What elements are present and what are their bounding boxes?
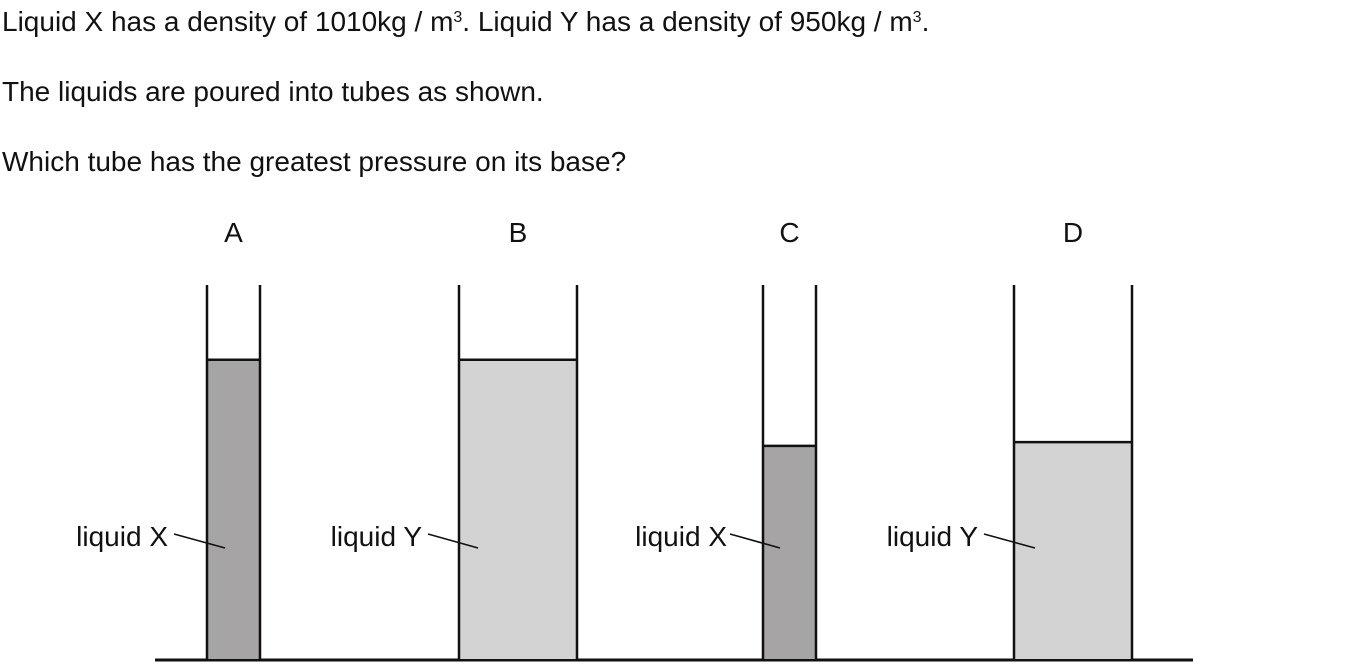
label-leader-line	[729, 533, 781, 549]
density-text-x: Liquid X has a density of 1010	[2, 6, 378, 37]
liquid-label: liquid X	[76, 521, 168, 552]
liquid-y-column	[459, 359, 577, 659]
liquid-y-column	[1014, 442, 1132, 659]
density-text-y: . Liquid Y has a density of 950	[462, 6, 837, 37]
liquid-label: liquid Y	[887, 521, 979, 552]
density-unit-y: kg / m	[836, 6, 913, 37]
tube-letter-c: C	[779, 217, 799, 248]
unit-exponent-y: 3	[912, 9, 922, 26]
density-unit-x: kg / m	[377, 6, 454, 37]
tube-letter-a: A	[224, 217, 243, 248]
label-leader-line	[427, 533, 479, 549]
question-prompt: Which tube has the greatest pressure on …	[2, 146, 627, 177]
tube-letter-d: D	[1063, 217, 1083, 248]
tube-letter-b: B	[509, 217, 528, 248]
liquid-x-column	[763, 445, 816, 659]
liquid-label: liquid X	[635, 521, 727, 552]
question-line-setup: The liquids are poured into tubes as sho…	[2, 76, 544, 107]
label-leader-line	[983, 533, 1036, 549]
sentence-end: .	[921, 6, 930, 37]
liquid-label: liquid Y	[331, 521, 423, 552]
unit-exponent-x: 3	[453, 9, 463, 26]
liquid-x-column	[207, 359, 260, 659]
question-line-densities: Liquid X has a density of 1010kg / m3. L…	[2, 6, 929, 38]
label-leader-line	[173, 533, 226, 549]
